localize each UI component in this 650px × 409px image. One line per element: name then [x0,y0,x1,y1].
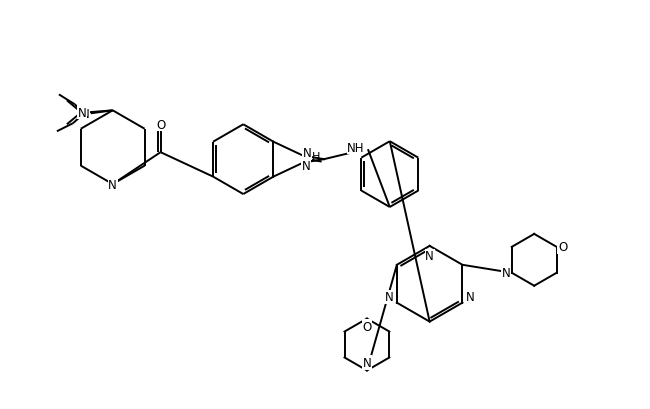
Text: N: N [363,356,371,369]
Text: H: H [312,151,320,161]
Text: N: N [303,147,311,160]
Text: O: O [156,119,165,131]
Text: NH: NH [347,142,365,154]
Text: N: N [77,107,86,119]
Text: O: O [362,320,372,333]
Text: N: N [466,290,474,303]
Text: N: N [302,160,311,173]
Text: N: N [81,108,89,121]
Text: N: N [501,267,510,280]
Text: O: O [558,241,567,254]
Text: N: N [425,250,434,263]
Text: N: N [109,178,117,191]
Text: N: N [385,290,393,303]
